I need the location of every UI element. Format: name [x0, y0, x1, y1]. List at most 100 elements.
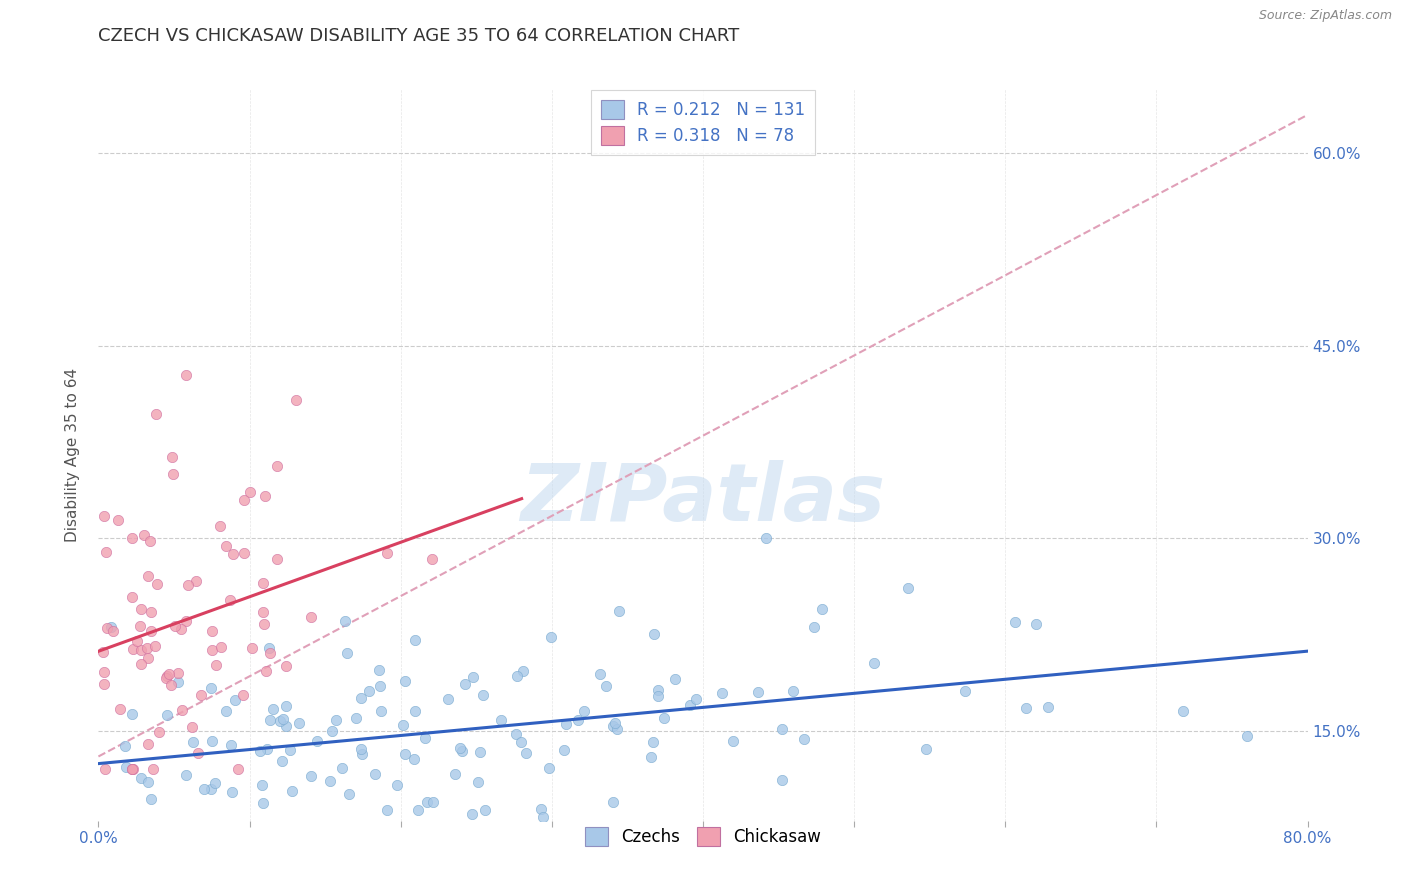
Point	[136, 569, 159, 583]
Point	[437, 692, 460, 706]
Point	[93, 762, 115, 776]
Point	[131, 642, 153, 657]
Point	[276, 718, 298, 732]
Point	[408, 803, 430, 817]
Point	[1171, 704, 1194, 718]
Point	[266, 552, 288, 566]
Point	[226, 762, 249, 776]
Point	[188, 837, 211, 851]
Point	[174, 368, 197, 382]
Point	[468, 745, 491, 759]
Point	[181, 734, 204, 748]
Point	[129, 771, 152, 785]
Point	[121, 531, 143, 545]
Point	[121, 590, 143, 604]
Point	[209, 518, 232, 533]
Point	[394, 747, 416, 761]
Point	[174, 614, 197, 628]
Point	[93, 508, 115, 523]
Point	[170, 703, 193, 717]
Point	[177, 578, 200, 592]
Point	[897, 582, 920, 596]
Point	[274, 699, 297, 714]
Point	[257, 640, 280, 655]
Point	[271, 754, 294, 768]
Point	[402, 752, 425, 766]
Point	[281, 784, 304, 798]
Point	[299, 769, 322, 783]
Point	[132, 528, 155, 542]
Point	[375, 803, 398, 817]
Point	[232, 493, 254, 508]
Point	[652, 711, 675, 725]
Point	[162, 467, 184, 481]
Point	[1025, 616, 1047, 631]
Point	[915, 742, 938, 756]
Point	[96, 544, 118, 558]
Point	[540, 630, 562, 644]
Point	[647, 683, 669, 698]
Point	[512, 664, 534, 678]
Point	[415, 795, 437, 809]
Point	[1004, 615, 1026, 629]
Point	[141, 624, 163, 638]
Point	[219, 738, 242, 752]
Point	[201, 624, 224, 638]
Point	[574, 704, 596, 718]
Point	[451, 744, 474, 758]
Point	[454, 677, 477, 691]
Point	[474, 803, 496, 817]
Point	[370, 704, 392, 718]
Point	[163, 619, 186, 633]
Point	[647, 689, 669, 703]
Point	[330, 761, 353, 775]
Point	[1236, 729, 1258, 743]
Point	[467, 775, 489, 789]
Point	[271, 712, 294, 726]
Point	[747, 685, 769, 699]
Point	[472, 688, 495, 702]
Point	[1015, 701, 1038, 715]
Point	[505, 727, 527, 741]
Point	[193, 782, 215, 797]
Point	[204, 776, 226, 790]
Point	[276, 658, 298, 673]
Point	[122, 641, 145, 656]
Point	[643, 627, 665, 641]
Point	[252, 575, 274, 590]
Point	[782, 684, 804, 698]
Point	[121, 762, 143, 776]
Text: CZECH VS CHICKASAW DISABILITY AGE 35 TO 64 CORRELATION CHART: CZECH VS CHICKASAW DISABILITY AGE 35 TO …	[98, 27, 740, 45]
Point	[93, 676, 115, 690]
Point	[607, 604, 630, 618]
Point	[215, 539, 238, 553]
Point	[256, 741, 278, 756]
Point	[711, 686, 734, 700]
Point	[184, 574, 207, 588]
Point	[205, 658, 228, 673]
Point	[190, 689, 212, 703]
Text: Source: ZipAtlas.com: Source: ZipAtlas.com	[1258, 9, 1392, 22]
Point	[721, 734, 744, 748]
Point	[415, 839, 437, 854]
Point	[664, 672, 686, 686]
Point	[114, 739, 136, 753]
Point	[200, 781, 222, 796]
Point	[115, 760, 138, 774]
Point	[96, 621, 118, 635]
Point	[685, 692, 707, 706]
Point	[404, 632, 426, 647]
Point	[589, 667, 612, 681]
Point	[219, 593, 242, 607]
Point	[181, 721, 204, 735]
Point	[145, 407, 167, 421]
Point	[385, 778, 408, 792]
Y-axis label: Disability Age 35 to 64: Disability Age 35 to 64	[65, 368, 80, 542]
Point	[200, 681, 222, 695]
Point	[254, 665, 277, 679]
Point	[259, 646, 281, 660]
Point	[166, 666, 188, 681]
Point	[221, 785, 243, 799]
Point	[125, 634, 148, 648]
Point	[554, 716, 576, 731]
